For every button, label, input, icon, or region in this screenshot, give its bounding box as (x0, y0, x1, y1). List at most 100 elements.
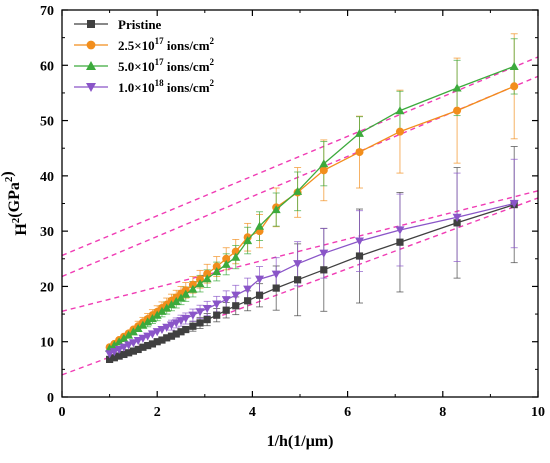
data-point-s3-11 (152, 310, 162, 319)
data-point-s4-30 (395, 226, 405, 235)
x-tick-label-6: 10 (531, 405, 545, 420)
data-point-s3-31 (452, 83, 462, 92)
legend-item-2: 2.5×1017 ions/cm2 (74, 36, 215, 53)
y-tick-label-1: 0 (47, 391, 54, 406)
x-axis-label: 1/h(1/μm) (267, 433, 334, 450)
data-point-s4-1 (105, 350, 115, 359)
data-point-s1-30 (396, 238, 404, 246)
y-tick-label-5: 40 (40, 170, 54, 185)
data-point-s1-27 (294, 276, 302, 284)
legend-label-2: 2.5×1017 ions/cm2 (118, 36, 215, 53)
data-point-s3-29 (355, 128, 364, 137)
data-point-s2-31 (453, 106, 462, 115)
data-point-s4-23 (231, 291, 241, 300)
legend-marker-2 (86, 40, 96, 50)
data-point-s1-16 (177, 328, 185, 336)
data-point-s1-31 (453, 219, 461, 227)
data-point-s3-20 (202, 274, 212, 283)
legend: Pristine 2.5×1017 ions/cm2 5.0×1017 ions/c… (74, 17, 215, 95)
data-point-s4-25 (255, 275, 265, 284)
data-point-s4-7 (133, 337, 143, 346)
x-tick-label-1: 0 (59, 405, 66, 420)
data-point-s3-24 (243, 236, 253, 245)
data-point-s3-26 (271, 205, 281, 214)
data-point-s4-2 (109, 348, 119, 357)
data-point-s1-28 (320, 266, 328, 274)
fit-line-4 (61, 190, 539, 312)
x-tick-label-4: 6 (344, 405, 351, 420)
data-point-s4-3 (114, 345, 124, 354)
data-point-s1-18 (189, 322, 197, 330)
data-point-s4-6 (128, 339, 138, 348)
data-point-s4-32 (509, 199, 519, 208)
data-point-s3-15 (171, 296, 181, 305)
data-point-s1-29 (355, 252, 364, 260)
data-point-s4-17 (181, 314, 191, 323)
legend-item-4: 1.0×1018 ions/cm2 (74, 78, 215, 95)
data-point-s1-17 (182, 325, 190, 334)
x-tick-label-5: 8 (439, 405, 446, 420)
series-group (105, 61, 519, 364)
data-point-s3-7 (133, 323, 143, 333)
data-point-s1-6 (129, 347, 137, 355)
legend-label-1: Pristine (118, 17, 162, 32)
data-point-s4-4 (119, 343, 129, 352)
y-tick-label-4: 30 (40, 225, 54, 240)
data-point-s1-14 (167, 332, 176, 340)
data-point-s4-28 (319, 249, 329, 258)
data-point-s4-19 (195, 308, 205, 317)
data-point-s3-16 (176, 293, 186, 302)
data-point-s3-22 (221, 259, 231, 268)
data-point-s3-9 (143, 317, 153, 326)
y-tick-label-8: 70 (40, 4, 54, 19)
data-point-s3-23 (231, 252, 241, 261)
data-point-s1-1 (106, 355, 114, 364)
data-point-s4-18 (188, 311, 198, 320)
data-point-s1-4 (120, 350, 128, 359)
ticks: 0 2 4 6 8 10 0 10 20 30 40 50 60 70 (40, 4, 545, 420)
data-point-s3-32 (509, 61, 519, 70)
data-point-s3-13 (162, 303, 172, 312)
data-point-s4-26 (271, 270, 281, 279)
data-point-s4-10 (147, 330, 157, 339)
data-point-s4-15 (171, 319, 181, 328)
y-axis-label: H2(GPa2) (0, 171, 30, 235)
y-tick-label-3: 20 (40, 280, 54, 295)
data-point-s4-29 (355, 237, 364, 246)
data-point-s1-12 (158, 336, 166, 344)
data-point-s4-27 (293, 260, 303, 269)
legend-label-3: 5.0×1017 ions/cm2 (118, 57, 215, 74)
y-tick-label-7: 60 (40, 59, 54, 74)
data-point-s2-21 (212, 262, 221, 271)
fit-line-3 (61, 56, 539, 257)
data-point-s1-5 (125, 349, 133, 357)
data-point-s4-31 (452, 213, 462, 222)
data-point-s2-22 (222, 254, 231, 263)
data-point-s4-21 (212, 300, 222, 309)
data-point-s4-11 (152, 328, 162, 337)
data-point-s2-32 (510, 82, 519, 91)
data-point-s1-20 (203, 316, 211, 324)
data-point-s1-15 (172, 330, 180, 338)
x-tick-label-3: 4 (249, 405, 256, 420)
data-point-s3-10 (147, 313, 157, 323)
data-point-s1-2 (110, 354, 118, 362)
legend-item-3: 5.0×1017 ions/cm2 (74, 57, 215, 74)
y-tick-label-6: 50 (40, 115, 54, 130)
data-point-s4-22 (221, 296, 231, 305)
data-point-s1-19 (196, 319, 204, 327)
data-point-s3-5 (124, 330, 134, 339)
data-point-s3-17 (181, 289, 191, 298)
x-tick-label-2: 2 (154, 405, 161, 420)
data-point-s3-14 (166, 300, 176, 309)
data-point-s3-25 (255, 221, 265, 230)
data-point-s1-11 (153, 338, 161, 346)
data-point-s3-19 (195, 279, 205, 288)
data-point-s1-9 (144, 341, 152, 350)
legend-item-1: Pristine (74, 17, 162, 32)
data-point-s3-18 (188, 284, 198, 293)
data-point-s4-5 (124, 341, 134, 350)
data-point-s1-24 (244, 297, 252, 305)
legend-label-4: 1.0×1018 ions/cm2 (118, 78, 215, 95)
